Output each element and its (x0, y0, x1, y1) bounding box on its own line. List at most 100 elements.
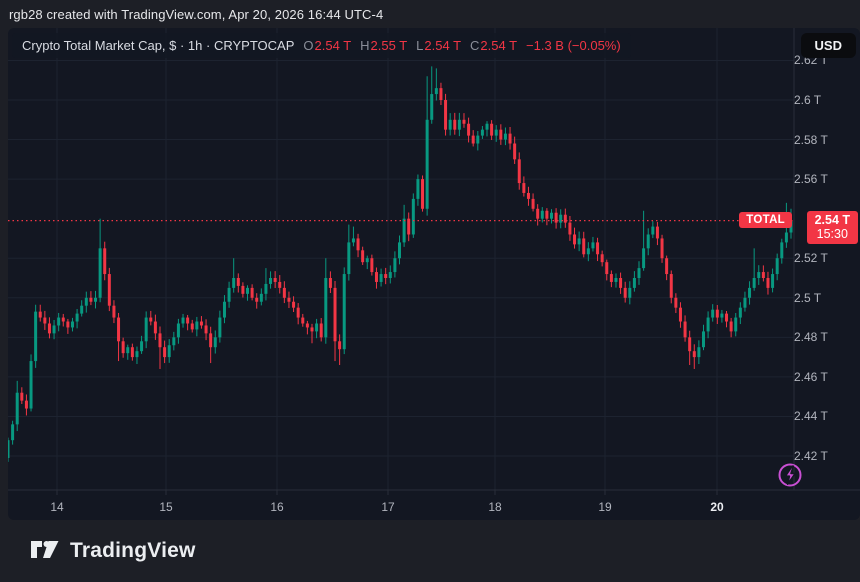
candle (780, 238, 784, 264)
candle (439, 82, 443, 105)
candle (605, 259, 609, 281)
candle (766, 271, 770, 295)
candle (421, 175, 425, 212)
open-value: 2.54 T (314, 38, 352, 53)
candle (517, 152, 521, 190)
time-axis-label[interactable]: 15 (159, 500, 173, 514)
candle (411, 193, 415, 238)
candle (683, 315, 687, 342)
candle (444, 93, 448, 136)
attribution-text: rgb28 created with TradingView.com, Apr … (9, 6, 384, 22)
candle (232, 258, 236, 293)
series-price-label: TOTAL (739, 211, 792, 228)
candle (356, 233, 360, 258)
candle (38, 304, 42, 322)
candle (398, 235, 401, 265)
candle (370, 254, 374, 276)
price-axis-label[interactable]: 2.42 T (794, 449, 828, 463)
candle (476, 130, 480, 151)
candle (748, 281, 752, 305)
candle (130, 343, 134, 361)
candle (637, 261, 641, 285)
candle (8, 437, 10, 462)
candle (467, 117, 471, 143)
candle (660, 234, 664, 263)
tradingview-logo-icon (31, 541, 59, 558)
candle (563, 208, 567, 228)
candle (250, 284, 254, 301)
candle (623, 281, 627, 303)
symbol-legend[interactable]: Crypto Total Market Cap, $ · 1h · CRYPTO… (12, 33, 631, 58)
candle (218, 310, 222, 343)
currency-button[interactable]: USD (800, 33, 856, 58)
price-axis-label[interactable]: 2.56 T (794, 172, 828, 187)
candle (176, 318, 180, 344)
time-axis-label[interactable]: 14 (50, 500, 64, 514)
price-axis-label[interactable]: 2.6 T (794, 93, 822, 107)
candle (619, 272, 623, 294)
price-axis-label[interactable]: 2.52 T (794, 251, 828, 266)
time-axis-label[interactable]: 17 (381, 500, 395, 514)
time-axis-label[interactable]: 16 (270, 500, 284, 514)
candle (462, 113, 466, 128)
candle (771, 268, 775, 293)
close-label: C (470, 38, 480, 53)
candle (103, 241, 107, 281)
candle (98, 218, 102, 303)
candle (393, 251, 397, 278)
chart-pane[interactable]: Crypto Total Market Cap, $ · 1h · CRYPTO… (8, 28, 860, 520)
current-price-badge[interactable]: 2.54 T 15:30 (806, 210, 858, 244)
price-axis-label[interactable]: 2.5 T (794, 290, 822, 305)
candle (338, 334, 342, 366)
candle (135, 346, 139, 365)
candle (264, 268, 268, 301)
candle (499, 124, 503, 145)
price-axis-label[interactable]: 2.44 T (794, 409, 828, 424)
candle (319, 318, 323, 342)
candle (287, 291, 291, 309)
countdown-timer: 15:30 (816, 226, 848, 241)
candle (199, 316, 203, 329)
flash-icon[interactable] (776, 461, 804, 494)
time-axis-label[interactable]: 18 (488, 500, 502, 514)
candle (204, 319, 208, 341)
symbol-title[interactable]: Crypto Total Market Cap, $ · 1h · CRYPTO… (22, 38, 295, 53)
candle (586, 242, 590, 262)
candle (655, 221, 659, 246)
time-axis-label[interactable]: 19 (598, 500, 612, 514)
candle (195, 316, 199, 337)
low-label: L (416, 38, 424, 53)
candle (688, 330, 692, 366)
time-axis-label[interactable]: 20 (710, 500, 724, 514)
candle (186, 314, 190, 331)
candle (407, 212, 411, 242)
candle (646, 228, 650, 256)
candle (222, 295, 226, 324)
candle (720, 309, 724, 323)
price-axis-label[interactable]: 2.46 T (794, 369, 828, 384)
low-value: 2.54 T (424, 38, 462, 53)
candle (296, 303, 300, 325)
candle (324, 258, 328, 344)
price-axis-label[interactable]: 2.48 T (794, 330, 828, 345)
candle (163, 340, 167, 364)
candlestick-chart[interactable] (8, 28, 860, 520)
close-value: 2.54 T (480, 38, 518, 53)
brand-name: TradingView (70, 539, 196, 562)
price-axis-label[interactable]: 2.58 T (794, 132, 828, 147)
candle (61, 313, 65, 327)
candle (149, 310, 153, 326)
candle (697, 340, 701, 365)
candle (374, 267, 378, 289)
candle (568, 215, 572, 241)
candle (384, 267, 388, 285)
candle (255, 293, 259, 309)
candle (246, 285, 250, 301)
candle (425, 76, 429, 216)
candle (674, 293, 678, 313)
candle (545, 208, 549, 226)
candle (57, 312, 61, 332)
candle (448, 113, 452, 136)
candle (167, 339, 171, 363)
candle (725, 310, 729, 328)
